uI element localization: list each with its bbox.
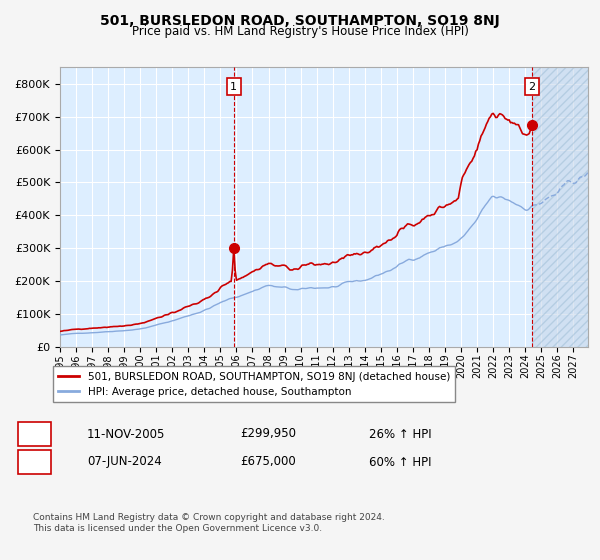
Text: Price paid vs. HM Land Registry's House Price Index (HPI): Price paid vs. HM Land Registry's House … <box>131 25 469 38</box>
Text: This data is licensed under the Open Government Licence v3.0.: This data is licensed under the Open Gov… <box>33 524 322 533</box>
Text: 1: 1 <box>31 427 38 441</box>
Text: 1: 1 <box>230 82 237 92</box>
Text: 07-JUN-2024: 07-JUN-2024 <box>87 455 162 469</box>
Text: 60% ↑ HPI: 60% ↑ HPI <box>369 455 431 469</box>
Text: 501, BURSLEDON ROAD, SOUTHAMPTON, SO19 8NJ: 501, BURSLEDON ROAD, SOUTHAMPTON, SO19 8… <box>100 14 500 28</box>
Text: Contains HM Land Registry data © Crown copyright and database right 2024.: Contains HM Land Registry data © Crown c… <box>33 513 385 522</box>
Text: £299,950: £299,950 <box>240 427 296 441</box>
Text: 11-NOV-2005: 11-NOV-2005 <box>87 427 166 441</box>
Text: 2: 2 <box>529 82 535 92</box>
Bar <box>532 67 588 347</box>
Bar <box>532 67 588 347</box>
Text: £675,000: £675,000 <box>240 455 296 469</box>
Legend: 501, BURSLEDON ROAD, SOUTHAMPTON, SO19 8NJ (detached house), HPI: Average price,: 501, BURSLEDON ROAD, SOUTHAMPTON, SO19 8… <box>53 366 455 402</box>
Text: 2: 2 <box>31 455 38 469</box>
Text: 26% ↑ HPI: 26% ↑ HPI <box>369 427 431 441</box>
